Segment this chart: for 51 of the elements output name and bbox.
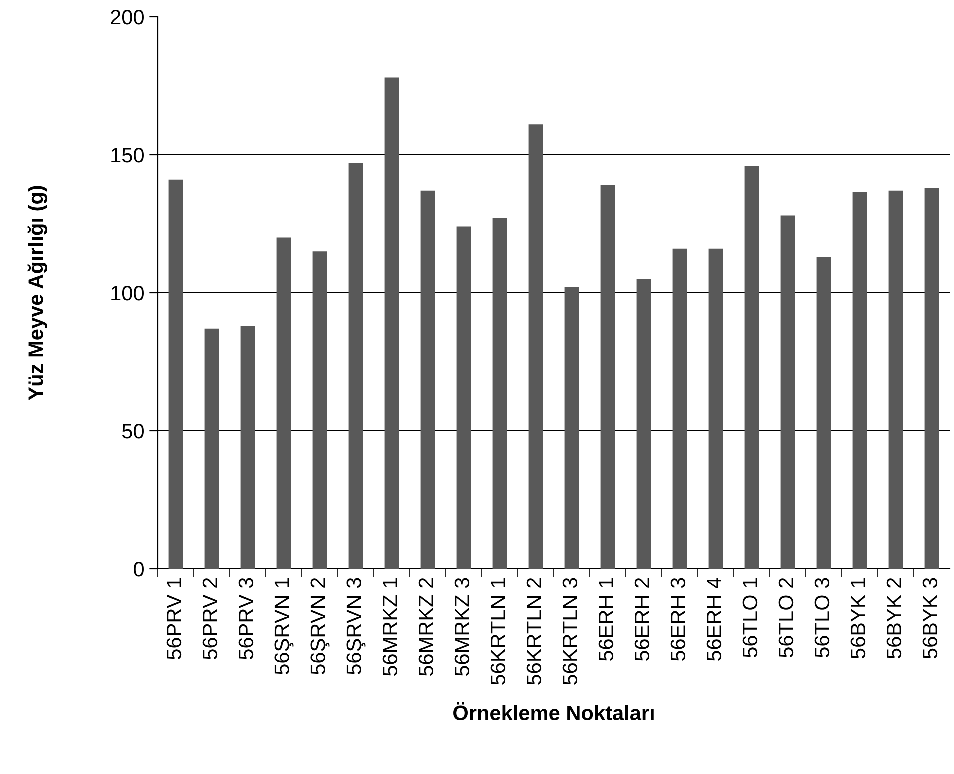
bar: [780, 216, 796, 569]
x-tick-label: 56KRTLN 1: [490, 578, 506, 685]
bar: [744, 166, 760, 569]
y-tick-label: 150: [112, 148, 144, 163]
x-tick-label: 56MRKZ 2: [418, 578, 434, 676]
bar: [168, 180, 184, 569]
x-tick-label: 56PRV 3: [238, 578, 254, 660]
x-tick-label: 56MRKZ 1: [382, 578, 398, 676]
x-tick-label: 56ŞRVN 2: [310, 578, 330, 675]
y-tick-label: 0: [134, 562, 144, 577]
x-tick-label: 56BYK 3: [922, 578, 938, 659]
bar: [384, 78, 400, 569]
bar: [528, 124, 544, 569]
bar: [816, 257, 832, 569]
x-tick-label: 56ERH 3: [670, 578, 686, 662]
bar: [456, 226, 472, 569]
x-tick-label: 56KRTLN 3: [562, 578, 578, 685]
bar: [708, 248, 724, 569]
y-tick-label: 100: [112, 286, 144, 301]
bar: [492, 218, 508, 569]
bar: [672, 248, 688, 569]
x-tick-label: 56TLO 2: [778, 578, 794, 658]
bar: [276, 238, 292, 569]
bar: [852, 192, 868, 569]
x-tick-label: 56BYK 1: [850, 578, 866, 659]
bar: [924, 188, 940, 569]
bar: [312, 252, 328, 569]
bar: [240, 326, 256, 569]
bar: [204, 328, 220, 569]
x-tick-label: 56MRKZ 3: [454, 578, 470, 676]
bar: [636, 279, 652, 569]
y-tick-label: 50: [122, 424, 144, 439]
bar: [420, 190, 436, 569]
x-tick-label: 56ŞRVN 3: [346, 578, 366, 675]
bar: [348, 163, 364, 569]
bar: [888, 190, 904, 569]
x-tick-label: 56TLO 3: [814, 578, 830, 658]
x-tick-label: 56ŞRVN 1: [274, 578, 294, 675]
x-tick-label: 56TLO 1: [742, 578, 758, 658]
x-tick-label: 56ERH 4: [706, 578, 722, 662]
x-axis-title: Örnekleme Noktaları: [454, 702, 654, 721]
x-tick-label: 56KRTLN 2: [526, 578, 542, 685]
y-axis-title: Yüz Meyve Ağırlığı (g): [28, 186, 48, 400]
x-tick-label: 56PRV 2: [202, 578, 218, 660]
x-tick-label: 56PRV 1: [166, 578, 182, 660]
bar: [600, 185, 616, 569]
x-tick-label: 56ERH 2: [634, 578, 650, 662]
x-tick-label: 56ERH 1: [598, 578, 614, 662]
x-tick-label: 56BYK 2: [886, 578, 902, 659]
y-tick-label: 200: [111, 10, 144, 25]
bar: [564, 287, 580, 569]
